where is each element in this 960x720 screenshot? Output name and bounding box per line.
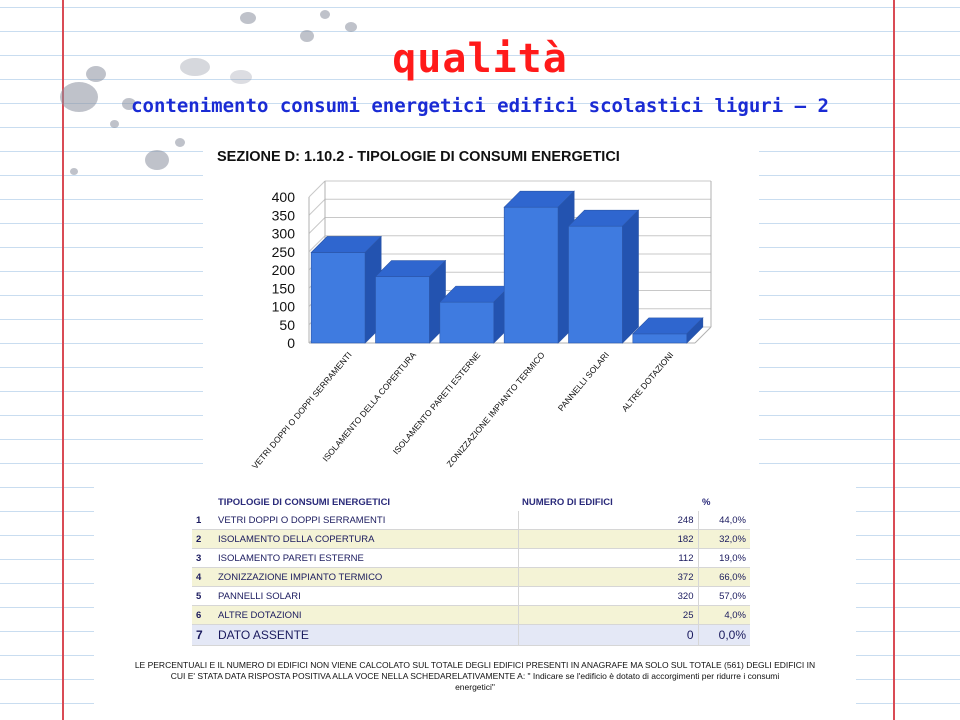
row-count: 25 bbox=[517, 605, 698, 625]
row-count: 372 bbox=[517, 567, 698, 587]
row-label: ISOLAMENTO DELLA COPERTURA bbox=[214, 529, 518, 549]
slide-subtitle: contenimento consumi energetici edifici … bbox=[131, 95, 829, 117]
row-index: 1 bbox=[192, 511, 214, 530]
y-tick-label: 350 bbox=[272, 207, 296, 223]
right-margin-line bbox=[893, 0, 895, 720]
table-header-row: TIPOLOGIE DI CONSUMI ENERGETICI NUMERO D… bbox=[192, 493, 750, 511]
slide-title: qualità bbox=[392, 36, 568, 82]
y-tick-label: 250 bbox=[272, 244, 296, 260]
row-count: 0 bbox=[517, 624, 698, 646]
y-tick-label: 150 bbox=[272, 280, 296, 296]
y-tick-label: 200 bbox=[272, 262, 296, 278]
grid-diagonal bbox=[308, 198, 326, 216]
bar bbox=[503, 206, 559, 344]
data-table: TIPOLOGIE DI CONSUMI ENERGETICI NUMERO D… bbox=[192, 493, 750, 646]
footnote-line-2: CUI E' STATA DATA RISPOSTA POSITIVA ALLA… bbox=[170, 671, 780, 681]
floor-edge bbox=[694, 326, 712, 344]
bar bbox=[439, 301, 495, 344]
row-count: 248 bbox=[517, 511, 698, 530]
row-label: VETRI DOPPI O DOPPI SERRAMENTI bbox=[214, 511, 518, 530]
table-footnote: LE PERCENTUALI E IL NUMERO DI EDIFICI NO… bbox=[94, 660, 856, 693]
table-row: 5 PANNELLI SOLARI 320 57,0% bbox=[192, 586, 750, 606]
table-row: 2 ISOLAMENTO DELLA COPERTURA 182 32,0% bbox=[192, 529, 750, 549]
y-tick-label: 50 bbox=[279, 317, 295, 333]
bar bbox=[568, 225, 623, 344]
row-index: 6 bbox=[192, 605, 214, 625]
row-label: PANNELLI SOLARI bbox=[214, 586, 518, 606]
row-percent: 4,0% bbox=[697, 605, 750, 625]
row-percent: 19,0% bbox=[697, 548, 750, 568]
bar-chart: SEZIONE D: 1.10.2 - TIPOLOGIE DI CONSUMI… bbox=[217, 149, 712, 471]
row-index: 5 bbox=[192, 586, 214, 606]
header-type: TIPOLOGIE DI CONSUMI ENERGETICI bbox=[218, 496, 391, 508]
grid-diagonal bbox=[308, 180, 326, 198]
y-tick-label: 300 bbox=[272, 226, 296, 242]
header-count: NUMERO DI EDIFICI bbox=[522, 496, 613, 508]
table-row: 6 ALTRE DOTAZIONI 25 4,0% bbox=[192, 605, 750, 625]
table-row: 1 VETRI DOPPI O DOPPI SERRAMENTI 248 44,… bbox=[192, 511, 750, 530]
row-index: 4 bbox=[192, 567, 214, 587]
row-count: 320 bbox=[517, 586, 698, 606]
row-percent: 0,0% bbox=[697, 624, 750, 646]
row-label: ZONIZZAZIONE IMPIANTO TERMICO bbox=[214, 567, 518, 587]
row-label: ALTRE DOTAZIONI bbox=[214, 605, 518, 625]
left-margin-line bbox=[62, 0, 64, 720]
bar bbox=[375, 276, 430, 344]
header-percent: % bbox=[702, 496, 711, 508]
row-percent: 66,0% bbox=[697, 567, 750, 587]
row-percent: 57,0% bbox=[697, 586, 750, 606]
row-label: ISOLAMENTO PARETI ESTERNE bbox=[214, 548, 518, 568]
row-percent: 44,0% bbox=[697, 511, 750, 530]
bar bbox=[632, 333, 688, 344]
footnote-line-1: LE PERCENTUALI E IL NUMERO DI EDIFICI NO… bbox=[134, 660, 816, 670]
table-row: 3 ISOLAMENTO PARETI ESTERNE 112 19,0% bbox=[192, 548, 750, 568]
chart-title: SEZIONE D: 1.10.2 - TIPOLOGIE DI CONSUMI… bbox=[217, 149, 620, 165]
row-count: 182 bbox=[517, 529, 698, 549]
row-index: 3 bbox=[192, 548, 214, 568]
x-category-label: ALTRE DOTAZIONI bbox=[620, 350, 676, 414]
bar-chart-panel: SEZIONE D: 1.10.2 - TIPOLOGIE DI CONSUMI… bbox=[203, 132, 759, 477]
x-category-label: VETRI DOPPI O DOPPI SERRAMENTI bbox=[250, 350, 354, 471]
row-count: 112 bbox=[517, 548, 698, 568]
row-label: DATO ASSENTE bbox=[214, 624, 518, 646]
bar-side bbox=[686, 317, 704, 344]
x-category-label: PANNELLI SOLARI bbox=[556, 350, 611, 413]
y-tick-label: 400 bbox=[272, 189, 296, 205]
y-tick-label: 100 bbox=[272, 299, 296, 315]
y-tick-label: 0 bbox=[287, 335, 295, 351]
row-percent: 32,0% bbox=[697, 529, 750, 549]
grid-diagonal bbox=[308, 235, 326, 253]
data-table-panel: TIPOLOGIE DI CONSUMI ENERGETICI NUMERO D… bbox=[94, 480, 856, 704]
grid-diagonal bbox=[308, 217, 326, 234]
table-row: 4 ZONIZZAZIONE IMPIANTO TERMICO 372 66,0… bbox=[192, 567, 750, 587]
table-row-absent: 7 DATO ASSENTE 0 0,0% bbox=[192, 624, 750, 646]
bar bbox=[310, 252, 366, 344]
footnote-line-3: energetici" bbox=[455, 682, 495, 692]
row-index: 7 bbox=[192, 624, 214, 646]
bar-side bbox=[622, 209, 639, 344]
row-index: 2 bbox=[192, 529, 214, 549]
